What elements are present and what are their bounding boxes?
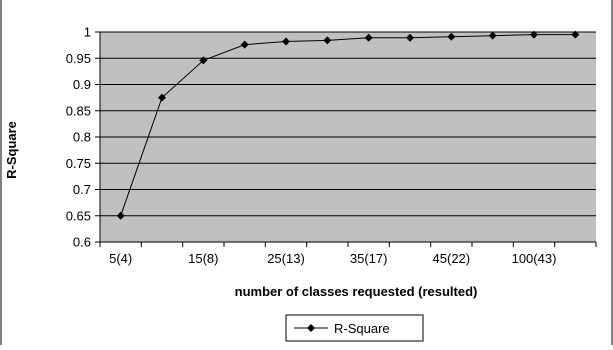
y-tick-label: 0.7	[73, 182, 91, 197]
legend-marker-icon	[307, 324, 315, 332]
data-point	[364, 33, 373, 42]
data-point	[158, 93, 166, 102]
gridlines	[100, 31, 596, 217]
legend-label: R-Square	[334, 321, 390, 336]
data-point	[199, 56, 208, 65]
x-tick-label: 25(13)	[267, 251, 305, 266]
x-tick-label: 45(22)	[433, 251, 471, 266]
data-point	[282, 37, 290, 46]
x-axis-ticks: 5(4) 15(8) 25(13) 35(17) 45(22) 100(43)	[99, 242, 597, 266]
data-point	[323, 36, 332, 45]
x-tick-label: 15(8)	[188, 251, 218, 266]
series-line	[120, 34, 576, 216]
y-tick-label: 0.75	[66, 156, 91, 171]
data-point	[447, 32, 456, 41]
y-tick-label: 0.85	[66, 103, 91, 118]
y-axis-title: R-Square	[4, 121, 19, 179]
data-point	[240, 40, 249, 49]
y-tick-label: 1	[84, 25, 91, 40]
y-axis-ticks: 0.6 0.65 0.7 0.75 0.8 0.85 0.9 0.95 1	[66, 25, 100, 250]
y-tick-label: 0.8	[73, 130, 91, 145]
x-tick-label: 100(43)	[512, 251, 557, 266]
series-layer	[116, 30, 580, 220]
data-point	[488, 31, 497, 40]
data-point	[116, 211, 125, 220]
x-axis-title: number of classes requested (resulted)	[235, 284, 478, 299]
x-tick-label: 5(4)	[109, 251, 132, 266]
y-tick-label: 0.6	[73, 235, 91, 250]
data-point	[406, 33, 414, 42]
x-tick-label: 35(17)	[350, 251, 388, 266]
y-tick-label: 0.65	[66, 208, 91, 223]
data-point	[530, 30, 538, 39]
y-tick-label: 0.9	[73, 77, 91, 92]
legend: R-Square	[285, 314, 424, 342]
y-tick-label: 0.95	[66, 51, 91, 66]
data-point	[571, 30, 580, 39]
